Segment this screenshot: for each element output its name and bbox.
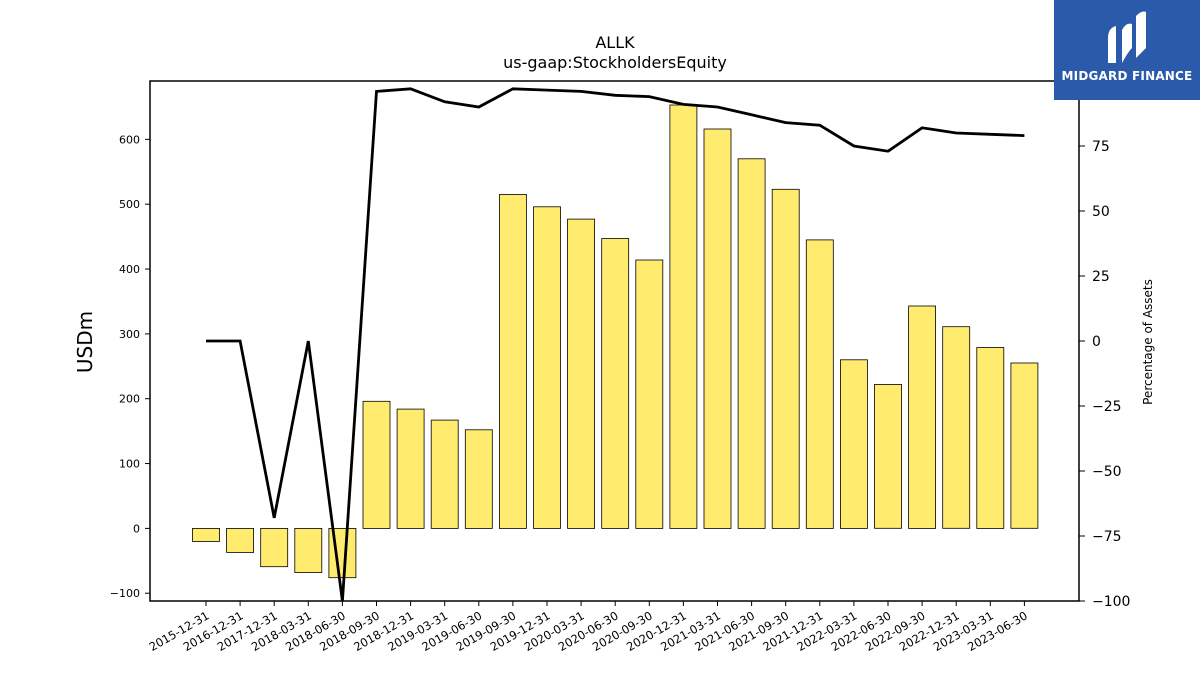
y2-tick-label: 50 [1092,204,1110,220]
chart-subtitle: us-gaap:StockholdersEquity [503,53,727,72]
bar [635,259,664,529]
bar [567,218,595,529]
bar [601,238,630,529]
y-axis-ticks: −100 0 100 200 300 400 500 600 [110,133,150,600]
y2-tick-label: 25 [1092,269,1110,285]
bar [260,528,289,568]
y-tick-label: 400 [119,263,140,276]
bar [362,400,391,529]
bar [874,383,902,529]
bar [396,408,425,529]
y-tick-label: 0 [133,522,140,535]
y2-tick-label: −75 [1092,529,1122,545]
chart-title: ALLK [595,33,635,52]
y2-axis-ticks: −100−75−50−250255075100 [1079,74,1130,610]
bar [908,305,936,529]
bar [942,326,971,529]
bar [533,206,561,529]
midgard-finance-logo: MIDGARD FINANCE [1054,0,1200,100]
bar [192,528,220,542]
y2-tick-label: 0 [1092,334,1101,350]
bar [498,194,527,529]
bar [976,347,1005,529]
x-axis-ticks: 2015-12-312016-12-312017-12-312018-03-31… [147,601,1030,654]
y2-tick-label: 75 [1092,139,1110,155]
y2-axis-label: Percentage of Assets [1141,279,1155,405]
y-tick-label: 200 [119,393,140,406]
y-tick-label: 100 [119,458,140,471]
y-tick-label: 300 [119,328,140,341]
bar [840,359,868,529]
bar [464,429,493,529]
bar [294,528,323,573]
bar [703,128,732,529]
y2-tick-label: −100 [1092,594,1130,610]
bar [226,528,255,553]
logo-text: MIDGARD FINANCE [1061,69,1193,83]
y-axis-label: USDm [73,311,97,373]
bar [771,188,800,529]
bar-series [192,104,1039,579]
bar [430,419,459,529]
y-tick-label: 600 [119,133,140,146]
bar [669,104,698,529]
y-tick-label: 500 [119,198,140,211]
y2-tick-label: −25 [1092,399,1122,415]
y-tick-label: −100 [110,587,140,600]
logo-mark-icon [1108,11,1146,64]
bar [1010,362,1039,529]
bar [737,158,766,529]
y2-tick-label: −50 [1092,464,1122,480]
bar [805,239,834,529]
